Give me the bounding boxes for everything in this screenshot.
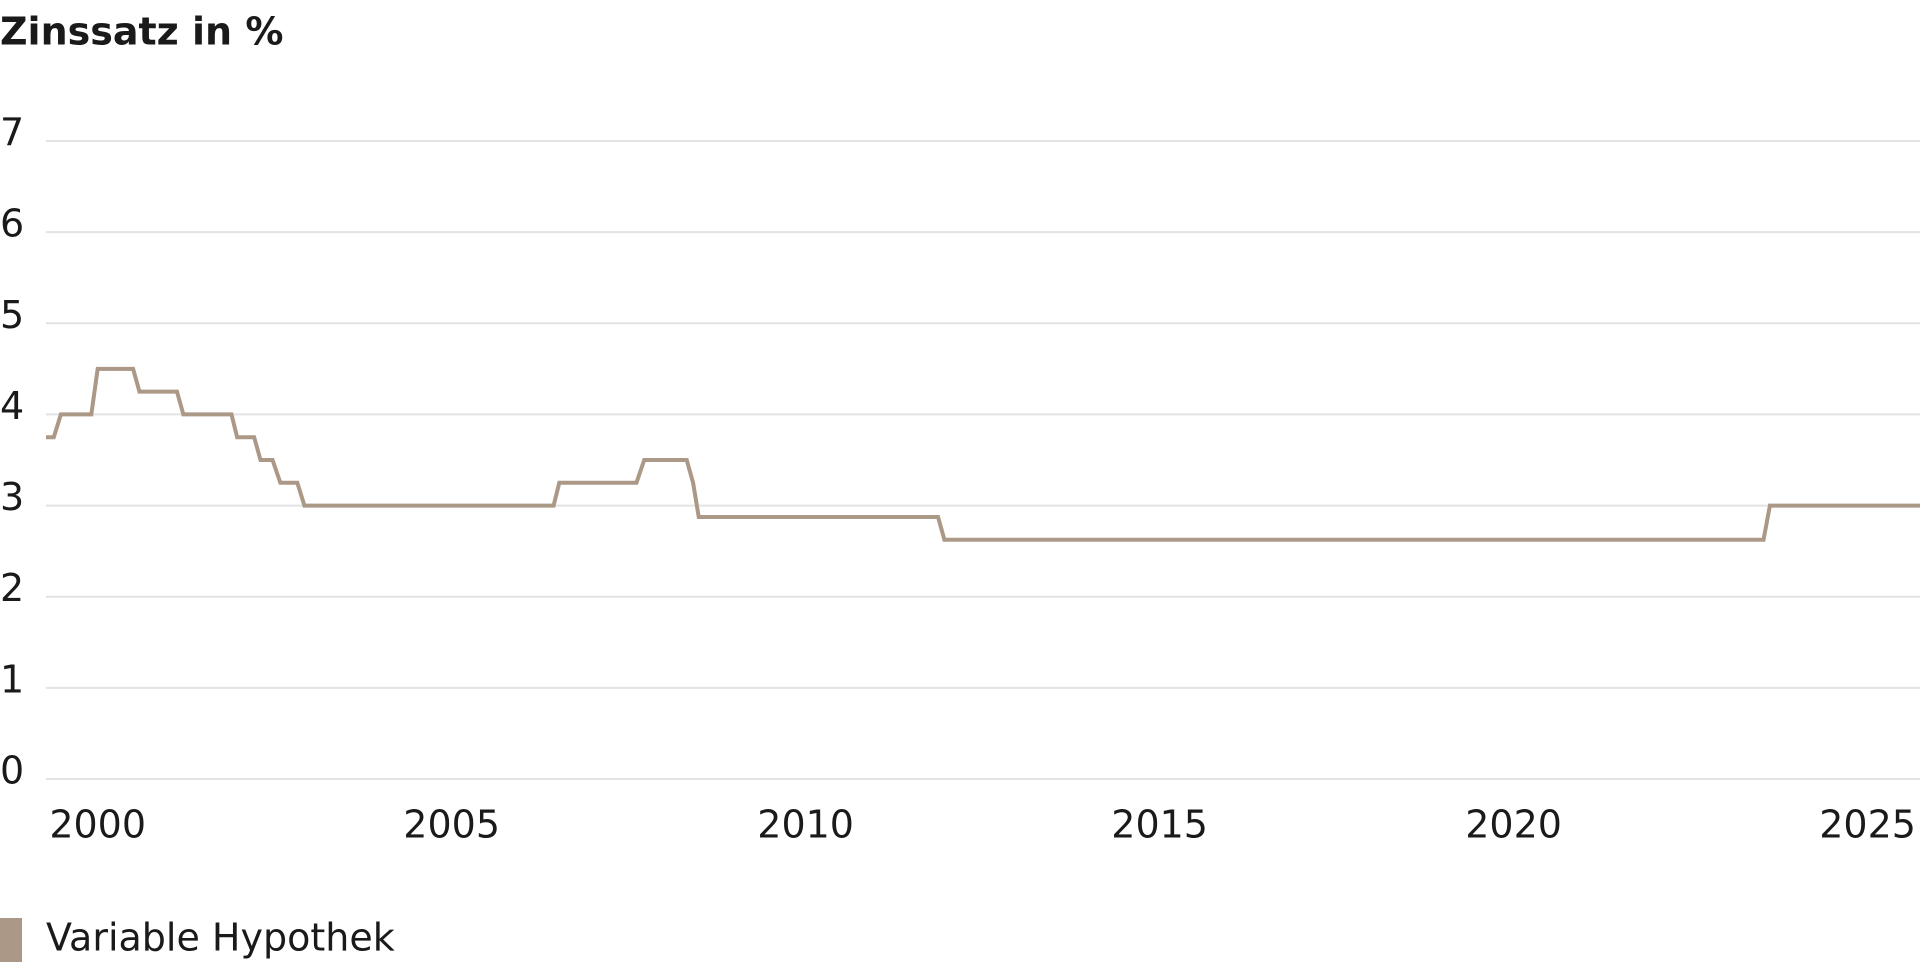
chart-title: Zinssatz in % <box>0 10 283 54</box>
legend-label: Variable Hypothek <box>46 916 395 960</box>
y-tick-label: 6 <box>0 202 24 246</box>
y-tick-label: 0 <box>0 749 24 793</box>
y-tick-label: 4 <box>0 384 24 428</box>
y-tick-label: 1 <box>0 657 24 701</box>
legend-swatch <box>0 918 22 962</box>
x-tick-label: 2025 <box>1819 803 1916 847</box>
x-tick-label: 2005 <box>403 803 500 847</box>
series-line <box>46 366 1920 542</box>
x-tick-label: 2020 <box>1465 803 1562 847</box>
x-tick-label: 2015 <box>1111 803 1208 847</box>
y-tick-label: 2 <box>0 566 24 610</box>
y-tick-label: 3 <box>0 475 24 519</box>
y-tick-label: 5 <box>0 293 24 337</box>
x-tick-label: 2010 <box>757 803 854 847</box>
x-tick-label: 2000 <box>49 803 146 847</box>
y-tick-label: 7 <box>0 111 24 155</box>
